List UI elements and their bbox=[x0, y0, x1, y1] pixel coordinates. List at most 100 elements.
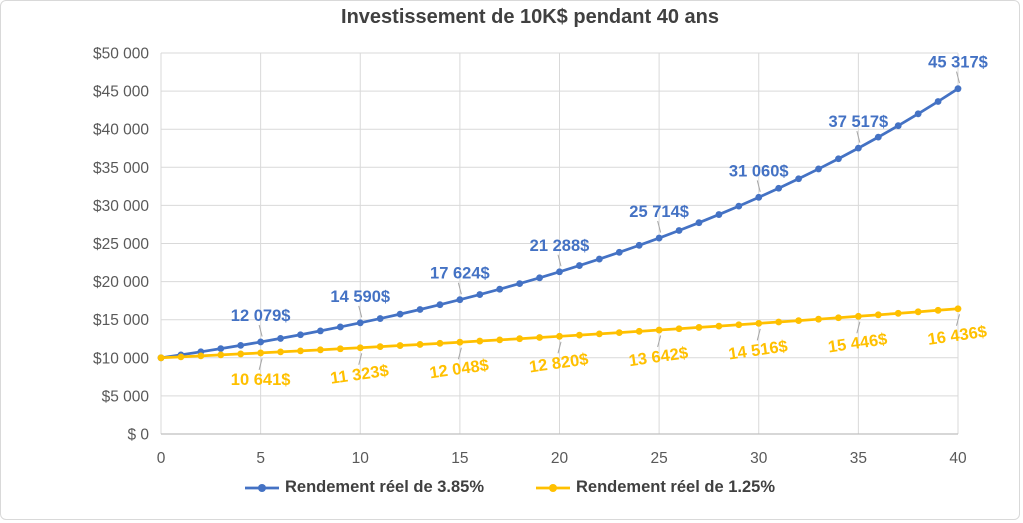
data-point-marker bbox=[775, 318, 783, 326]
x-tick-label: 25 bbox=[651, 450, 668, 467]
data-label: 12 079$ bbox=[231, 307, 291, 325]
leader-line bbox=[756, 328, 761, 341]
leader-line bbox=[657, 335, 662, 348]
data-point-marker bbox=[615, 329, 623, 337]
data-point-marker bbox=[894, 309, 902, 317]
y-tick-label: $25 000 bbox=[93, 236, 149, 253]
y-tick-label: $35 000 bbox=[93, 160, 149, 177]
data-point-marker bbox=[416, 306, 424, 313]
y-tick-label: $ 0 bbox=[127, 427, 149, 444]
data-point-marker bbox=[954, 85, 962, 93]
leader-line bbox=[956, 314, 960, 326]
legend: Rendement réel de 3.85% Rendement réel d… bbox=[1, 478, 1019, 497]
data-point-marker bbox=[934, 306, 942, 314]
data-point-marker bbox=[436, 339, 444, 347]
data-point-marker bbox=[795, 175, 802, 183]
data-point-marker bbox=[376, 315, 384, 322]
leader-line bbox=[457, 282, 462, 295]
leader-line bbox=[856, 321, 861, 334]
data-point-marker bbox=[237, 350, 245, 358]
y-tick-label: $50 000 bbox=[93, 46, 149, 63]
x-tick-label: 10 bbox=[352, 450, 370, 467]
data-point-marker bbox=[496, 336, 504, 344]
data-point-marker bbox=[277, 335, 284, 342]
data-point-marker bbox=[556, 332, 563, 340]
data-point-marker bbox=[197, 352, 205, 360]
leader-line bbox=[956, 71, 960, 84]
data-point-marker bbox=[536, 334, 543, 341]
data-point-marker bbox=[675, 227, 683, 234]
data-label: 12 820$ bbox=[528, 350, 590, 376]
data-point-marker bbox=[157, 354, 165, 362]
data-point-marker bbox=[655, 326, 663, 334]
data-point-marker bbox=[556, 268, 563, 276]
data-point-marker bbox=[695, 219, 703, 227]
y-tick-label: $15 000 bbox=[93, 312, 149, 329]
data-point-marker bbox=[775, 184, 783, 192]
data-point-marker bbox=[217, 351, 225, 359]
data-point-marker bbox=[317, 327, 324, 335]
data-label: 10 641$ bbox=[231, 371, 291, 389]
data-point-marker bbox=[914, 110, 922, 118]
y-tick-label: $20 000 bbox=[93, 274, 149, 291]
data-point-marker bbox=[835, 314, 842, 322]
data-point-marker bbox=[595, 330, 603, 338]
data-label: 31 060$ bbox=[729, 162, 789, 180]
data-label: 13 642$ bbox=[628, 344, 690, 370]
legend-item-rendement-3-85: Rendement réel de 3.85% bbox=[245, 478, 484, 497]
data-point-marker bbox=[854, 144, 862, 152]
leader-line bbox=[358, 305, 363, 318]
data-point-marker bbox=[297, 347, 304, 355]
leader-line bbox=[557, 341, 562, 354]
y-tick-label: $10 000 bbox=[93, 350, 149, 367]
leader-line bbox=[258, 324, 263, 337]
data-point-marker bbox=[576, 262, 583, 269]
data-label: 37 517$ bbox=[829, 113, 889, 131]
data-point-marker bbox=[336, 323, 344, 331]
data-point-marker bbox=[835, 155, 842, 163]
x-tick-label: 0 bbox=[157, 450, 166, 467]
x-tick-label: 5 bbox=[256, 450, 265, 467]
data-point-marker bbox=[456, 338, 464, 346]
data-point-marker bbox=[257, 349, 265, 357]
data-point-marker bbox=[496, 285, 504, 293]
data-point-marker bbox=[297, 331, 304, 339]
data-label: 45 317$ bbox=[928, 54, 988, 72]
data-label: 16 436$ bbox=[927, 323, 989, 349]
data-label: 21 288$ bbox=[530, 237, 590, 255]
data-label: 12 048$ bbox=[428, 356, 490, 382]
data-point-marker bbox=[715, 322, 723, 330]
leader-line bbox=[258, 358, 263, 371]
data-point-marker bbox=[356, 319, 364, 327]
leader-line bbox=[657, 220, 662, 233]
y-tick-label: $40 000 bbox=[93, 122, 149, 139]
data-point-marker bbox=[277, 348, 284, 356]
data-point-marker bbox=[815, 315, 822, 323]
data-point-marker bbox=[416, 341, 424, 348]
data-point-marker bbox=[257, 338, 265, 346]
data-point-marker bbox=[735, 321, 743, 329]
data-label: 15 446$ bbox=[827, 330, 889, 356]
data-point-marker bbox=[894, 122, 902, 130]
x-tick-label: 30 bbox=[750, 450, 768, 467]
data-point-marker bbox=[476, 291, 484, 298]
data-point-marker bbox=[576, 331, 583, 339]
data-point-marker bbox=[356, 344, 364, 352]
data-point-marker bbox=[755, 193, 763, 201]
data-point-marker bbox=[317, 346, 324, 354]
data-point-marker bbox=[615, 248, 623, 256]
data-point-marker bbox=[237, 341, 245, 349]
leader-line bbox=[358, 353, 363, 365]
line-marker-icon bbox=[245, 483, 279, 492]
legend-item-rendement-1-25: Rendement réel de 1.25% bbox=[536, 478, 775, 497]
data-point-marker bbox=[874, 133, 882, 141]
data-point-marker bbox=[635, 241, 643, 249]
chart-title: Investissement de 10K$ pendant 40 ans bbox=[341, 6, 719, 28]
leader-line bbox=[756, 180, 761, 192]
leader-line bbox=[856, 130, 861, 143]
line-marker-icon bbox=[536, 483, 570, 492]
data-point-marker bbox=[655, 234, 663, 242]
x-tick-label: 20 bbox=[551, 450, 569, 467]
data-point-marker bbox=[336, 345, 344, 353]
data-point-marker bbox=[815, 165, 822, 173]
